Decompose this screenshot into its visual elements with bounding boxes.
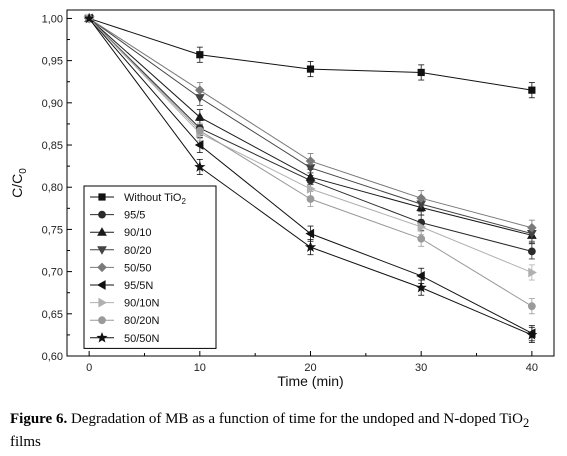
y-tick-label: 0,95 [42, 56, 63, 68]
y-tick-label: 1,00 [42, 13, 63, 25]
series-line-0 [88, 17, 532, 91]
data-point [305, 172, 316, 181]
legend-label: 80/20 [124, 245, 152, 257]
data-point [416, 193, 426, 203]
data-point [527, 302, 536, 311]
data-point [304, 241, 317, 252]
legend-label: 80/20N [124, 315, 160, 327]
data-point [306, 195, 315, 203]
legend-marker [96, 280, 106, 290]
data-point [528, 267, 537, 278]
data-point [194, 94, 205, 103]
data-point [305, 156, 316, 166]
data-point [416, 270, 425, 281]
caption-text: Degradation of MB as a function of time … [67, 411, 523, 427]
y-tick-label: 0,70 [42, 267, 63, 279]
y-tick-labels: 0,60 0,65 0,70 0,75 0,80 0,85 0,90 0,95 1,00 [42, 13, 63, 363]
legend-label: 95/5 [124, 210, 145, 222]
legend-marker [98, 297, 108, 308]
data-point [196, 51, 204, 59]
data-point [526, 329, 538, 340]
data-point [195, 126, 204, 135]
plot-frame [66, 9, 555, 357]
x-axis-label: Time (min) [277, 373, 343, 389]
data-point [194, 140, 204, 150]
x-tick-label: 40 [526, 362, 538, 374]
y-axis-label: C/C0 [9, 168, 29, 198]
legend-marker [97, 262, 107, 273]
x-tick-label: 0 [86, 362, 92, 374]
legend-label: 90/10 [124, 227, 152, 239]
legend-label: 50/50N [124, 333, 160, 345]
x-tick-label: 20 [304, 362, 316, 374]
legend-label: 95/5N [124, 280, 153, 292]
y-tick-label: 0,80 [42, 182, 63, 194]
y-tick-label: 0,65 [42, 309, 63, 321]
x-tick-labels: 0 10 20 30 40 [86, 362, 538, 374]
data-point [415, 281, 427, 293]
legend-label: Without TiO2 [124, 192, 186, 206]
data-point [417, 68, 425, 77]
y-tick-label: 0,85 [42, 140, 63, 152]
data-point [528, 86, 536, 94]
data-point [83, 12, 95, 24]
data-point [306, 65, 315, 73]
legend-marker [98, 316, 106, 325]
legend-label: 50/50 [124, 262, 152, 274]
legend-marker [97, 227, 107, 236]
x-tick-label: 30 [415, 362, 427, 374]
data-point [527, 222, 537, 233]
y-tick-label: 0,75 [42, 224, 63, 236]
x-tick-label: 10 [194, 362, 206, 374]
caption-subscript: 2 [522, 416, 530, 430]
legend-marker [97, 246, 107, 255]
caption-label: Figure 6. [10, 411, 68, 427]
legend-marker [98, 210, 106, 219]
y-tick-label: 0,60 [42, 351, 63, 363]
data-point [306, 184, 316, 194]
data-point [527, 247, 536, 256]
data-point [194, 112, 205, 121]
data-point [417, 221, 427, 232]
caption-tail: films [10, 434, 41, 450]
legend-marker [98, 193, 106, 201]
y-tick-label: 0,90 [42, 98, 63, 110]
data-point [305, 228, 315, 239]
chart: 0 10 20 30 40 0,600,650,700,750,800,850,900,… [9, 9, 555, 389]
legend-marker [96, 331, 108, 343]
legend-label: 90/10N [124, 298, 160, 310]
series-markers [83, 12, 538, 340]
figure-caption: Figure 6. Degradation of MB as a functio… [10, 410, 562, 452]
data-point [195, 85, 205, 95]
legend: Without TiO2 95/5 90/10 80/20 50/50 95/5N 90/1… [83, 185, 217, 349]
data-point [194, 161, 206, 172]
error-bars [196, 46, 535, 343]
data-point [417, 234, 426, 243]
